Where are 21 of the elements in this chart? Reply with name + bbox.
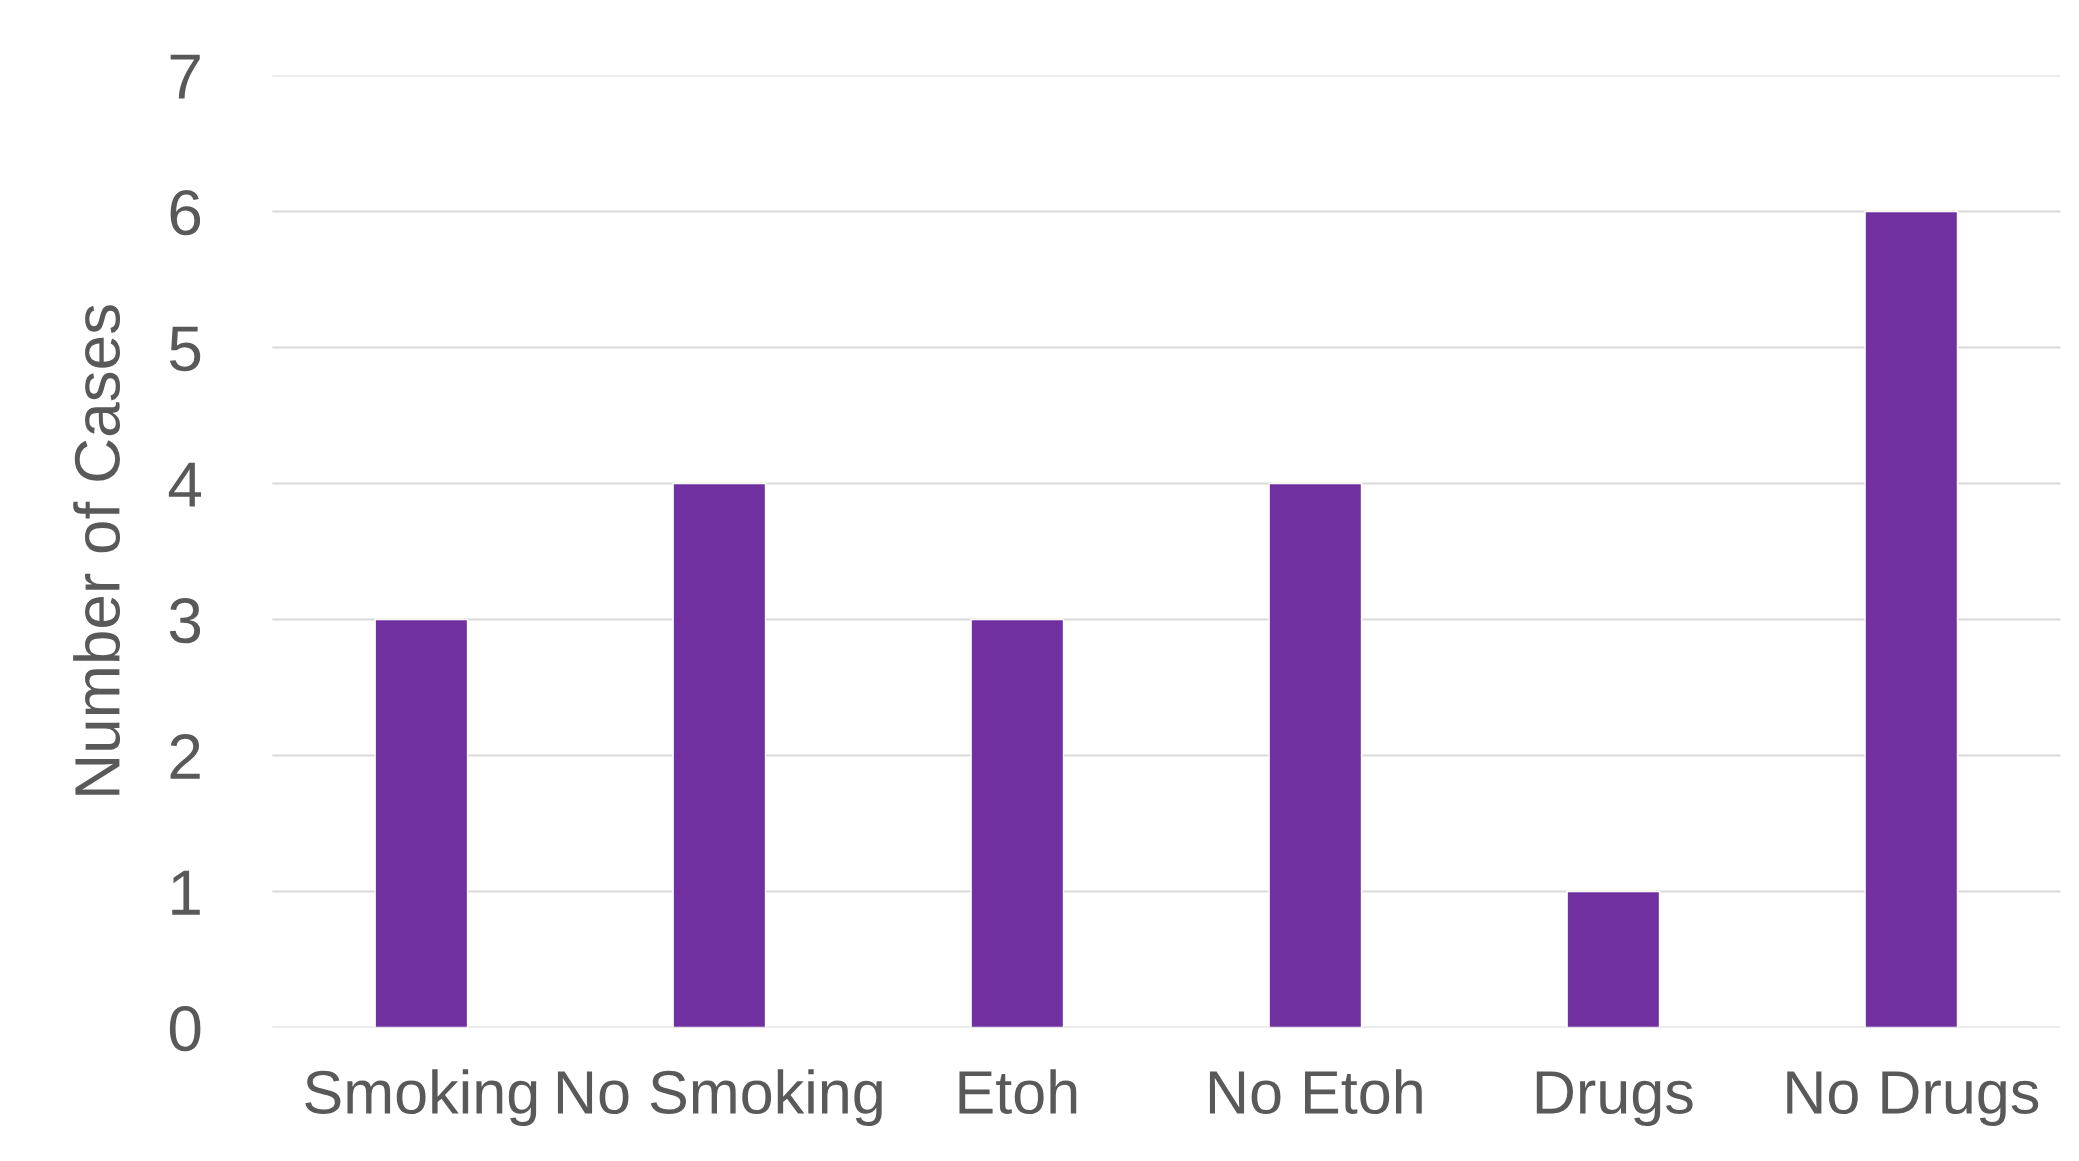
y-tick-label: 2 [170,734,200,779]
y-tick-label: 7 [170,54,200,99]
bar [1268,482,1363,1028]
bar [374,618,469,1028]
y-axis-title: Number of Cases [73,305,121,795]
x-tick-label: No Drugs [1787,1071,2039,1127]
y-tick-label: 5 [169,326,201,372]
bar [1566,890,1661,1028]
x-tick-label: No Smoking [557,1069,882,1127]
x-tick-label: No Etoh [1209,1069,1422,1115]
y-tick-label: 6 [170,190,201,236]
x-tick-label: Drugs [1536,1071,1693,1127]
x-tick-label: Smoking [305,1069,537,1127]
y-tick-label: 0 [169,1006,201,1052]
x-tick-label: Etoh [959,1069,1077,1115]
bar [1864,210,1959,1028]
y-tick-label: 4 [168,462,202,507]
y-tick-label: 1 [172,870,200,915]
y-tick-label: 3 [169,598,201,644]
bar [970,618,1065,1028]
bar [672,482,767,1028]
